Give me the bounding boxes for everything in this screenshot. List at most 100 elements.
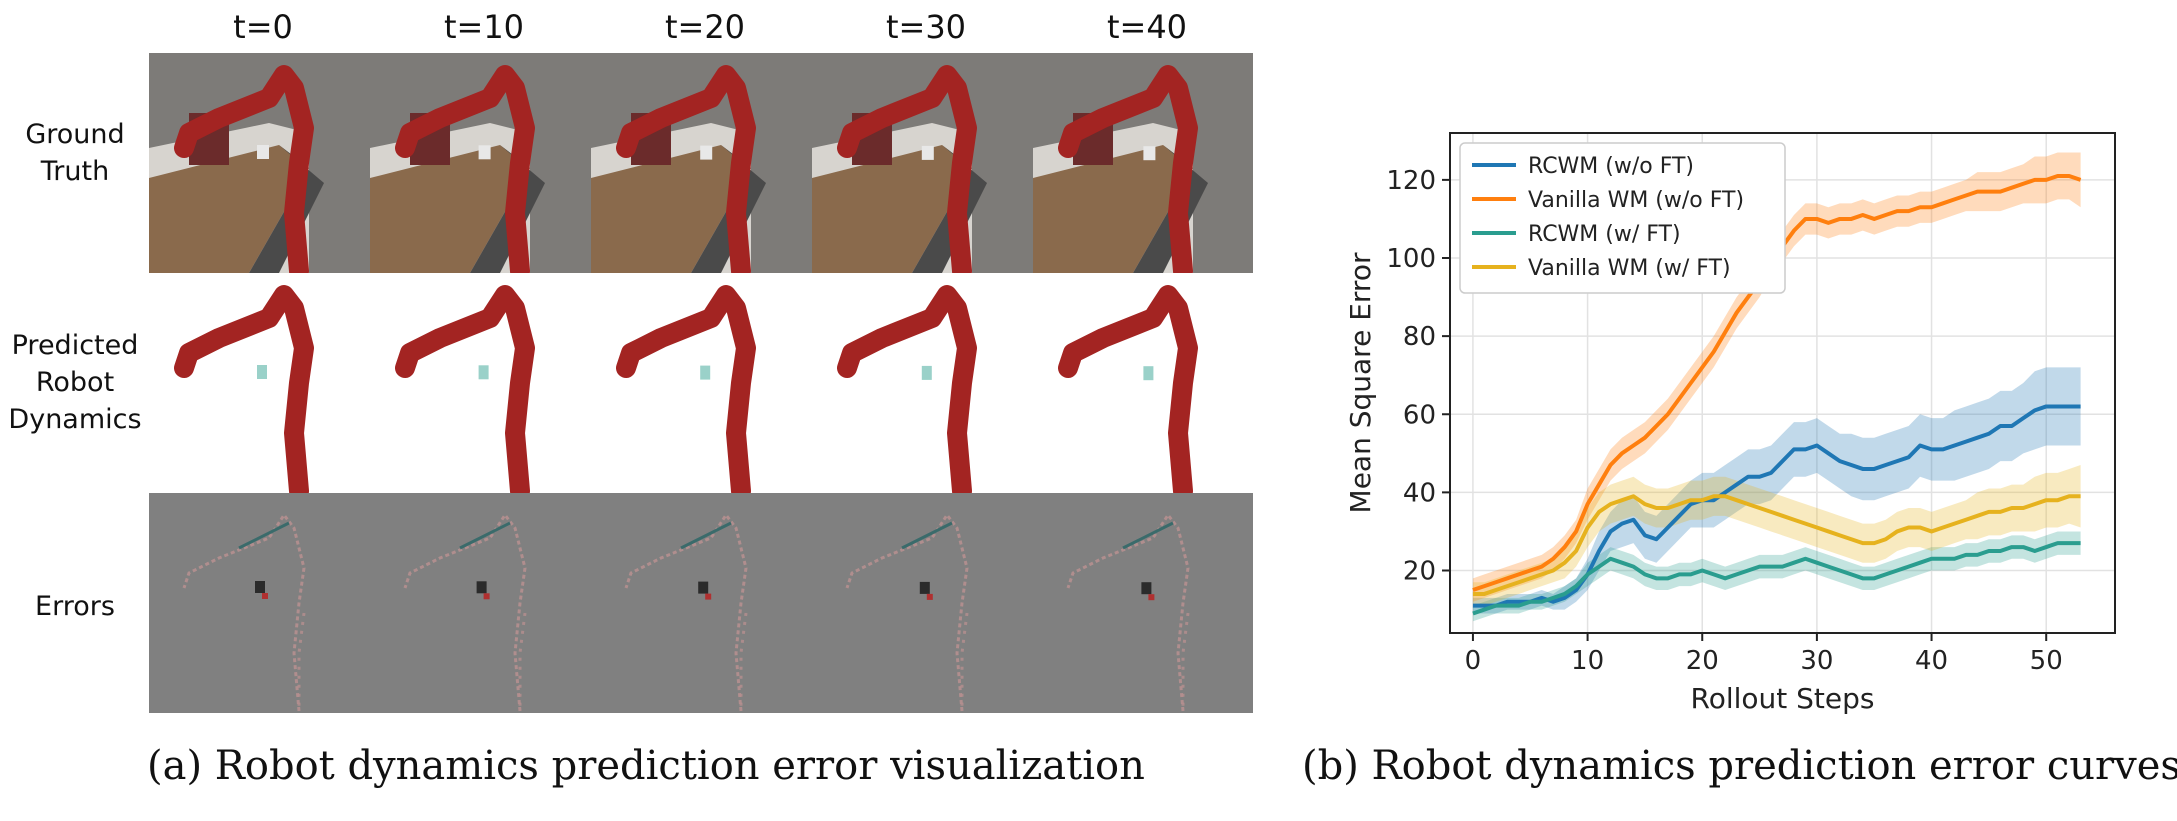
row-label-line: Predicted: [11, 330, 139, 361]
error-blob: [926, 593, 933, 600]
err-frame: [812, 493, 1033, 713]
gt-frame-image: [149, 65, 324, 273]
gripper: [257, 145, 269, 159]
gt-frame: [591, 53, 812, 273]
error-blob: [919, 581, 930, 594]
error-blob: [483, 593, 490, 600]
err-frame-image: [845, 512, 969, 712]
series-confidence-band: [1472, 531, 2081, 622]
gripper: [700, 365, 711, 380]
column-header-t0: t=0: [233, 8, 293, 46]
pred-frame: [1033, 273, 1253, 493]
err-frame-image: [182, 512, 306, 712]
robot-arm: [616, 65, 756, 273]
y-tick-label: 120: [1386, 166, 1436, 196]
series-line: [1472, 541, 2081, 616]
column-header-t30: t=30: [885, 8, 967, 46]
error-line: [1122, 521, 1174, 550]
error-curve-chart: 0 10 20 30 40 50 20 40 60 80 100 120 Rollout Steps Me…: [1300, 100, 2177, 720]
err-frame: [149, 493, 370, 713]
error-blob: [1148, 594, 1155, 601]
pred-frame: [370, 273, 591, 493]
x-axis-label: Rollout Steps: [1691, 682, 1875, 715]
error-blob: [255, 581, 265, 593]
column-header-t10: t=10: [443, 8, 525, 46]
error-blob: [476, 581, 487, 594]
pred-frame-image: [395, 285, 535, 493]
legend-label: Vanilla WM (w/o FT): [1528, 188, 1744, 213]
table-surface: [370, 145, 530, 273]
x-tick-label: 10: [1571, 646, 1604, 676]
y-tick-label: 80: [1403, 322, 1436, 352]
series-line: [1472, 404, 2081, 608]
pred-frame-image: [837, 285, 977, 493]
error-outline-lower: [960, 612, 969, 708]
table-surface: [812, 145, 972, 273]
legend-box: [1459, 142, 1786, 294]
column-header-t20: t=20: [664, 8, 746, 46]
ground-truth-image-strip: [149, 53, 1253, 273]
x-tick-label: 20: [1686, 646, 1719, 676]
pred-frame-image: [616, 285, 756, 493]
gt-frame: [812, 53, 1033, 273]
gripper: [478, 145, 491, 160]
gripper: [257, 365, 267, 379]
err-frame-image: [624, 512, 748, 712]
pred-frame-image: [174, 285, 314, 493]
gripper: [478, 365, 489, 380]
error-line: [459, 521, 511, 550]
gt-frame-image: [1033, 65, 1208, 273]
error-line: [680, 521, 732, 550]
gt-frame: [149, 53, 370, 273]
plot-frame: [1449, 132, 2116, 634]
y-tick-label: 40: [1403, 478, 1436, 508]
y-tick-label: 60: [1403, 400, 1436, 430]
y-axis-label: Mean Square Error: [1344, 252, 1377, 513]
error-outline-lower: [518, 612, 527, 708]
table-surface: [1033, 145, 1193, 273]
error-blob: [262, 593, 268, 599]
predicted-dynamics-image-strip: [149, 273, 1253, 493]
error-curve-svg: 0 10 20 30 40 50 20 40 60 80 100 120 Rollout Steps Me…: [1344, 132, 2116, 715]
row-label-errors: Errors: [0, 588, 150, 625]
gt-frame: [370, 53, 591, 273]
error-outline-lower: [1181, 612, 1190, 708]
row-label-line: Ground: [25, 119, 125, 150]
gripper: [921, 145, 934, 160]
gripper: [921, 365, 932, 380]
robot-arm: [837, 65, 977, 273]
robot-arm: [174, 285, 314, 493]
gt-frame: [1033, 53, 1253, 273]
error-outline-lower: [739, 612, 748, 708]
x-tick-label: 40: [1915, 646, 1948, 676]
x-tick-label: 0: [1465, 646, 1482, 676]
series-line: [1472, 494, 2081, 596]
caption-b: (b) Robot dynamics prediction error curv…: [1302, 743, 2177, 789]
error-line: [238, 521, 290, 550]
robot-arm: [395, 285, 535, 493]
pred-frame: [591, 273, 812, 493]
error-line: [901, 521, 953, 550]
row-label-ground-truth: Ground Truth: [0, 116, 150, 190]
y-tick-label: 20: [1403, 557, 1436, 587]
error-blob: [1141, 582, 1152, 595]
robot-arm: [1058, 285, 1198, 493]
pred-frame-image: [1058, 285, 1198, 493]
x-tick-label: 50: [2030, 646, 2063, 676]
robot-arm: [616, 285, 756, 493]
column-header-t40: t=40: [1106, 8, 1188, 46]
gt-frame-image: [370, 65, 545, 273]
robot-arm: [395, 65, 535, 273]
legend-label: RCWM (w/o FT): [1528, 154, 1694, 179]
error-outline-lower: [297, 612, 306, 708]
gt-frame-image: [812, 65, 987, 273]
table-surface: [149, 145, 309, 273]
legend-label: Vanilla WM (w/ FT): [1528, 256, 1731, 281]
robot-arm: [174, 65, 314, 273]
row-label-predicted-robot-dynamics: Predicted Robot Dynamics: [0, 327, 150, 438]
error-blob: [705, 593, 712, 600]
row-label-line: Dynamics: [8, 404, 142, 435]
row-label-line: Truth: [40, 156, 110, 187]
err-frame: [370, 493, 591, 713]
gripper: [700, 145, 713, 160]
